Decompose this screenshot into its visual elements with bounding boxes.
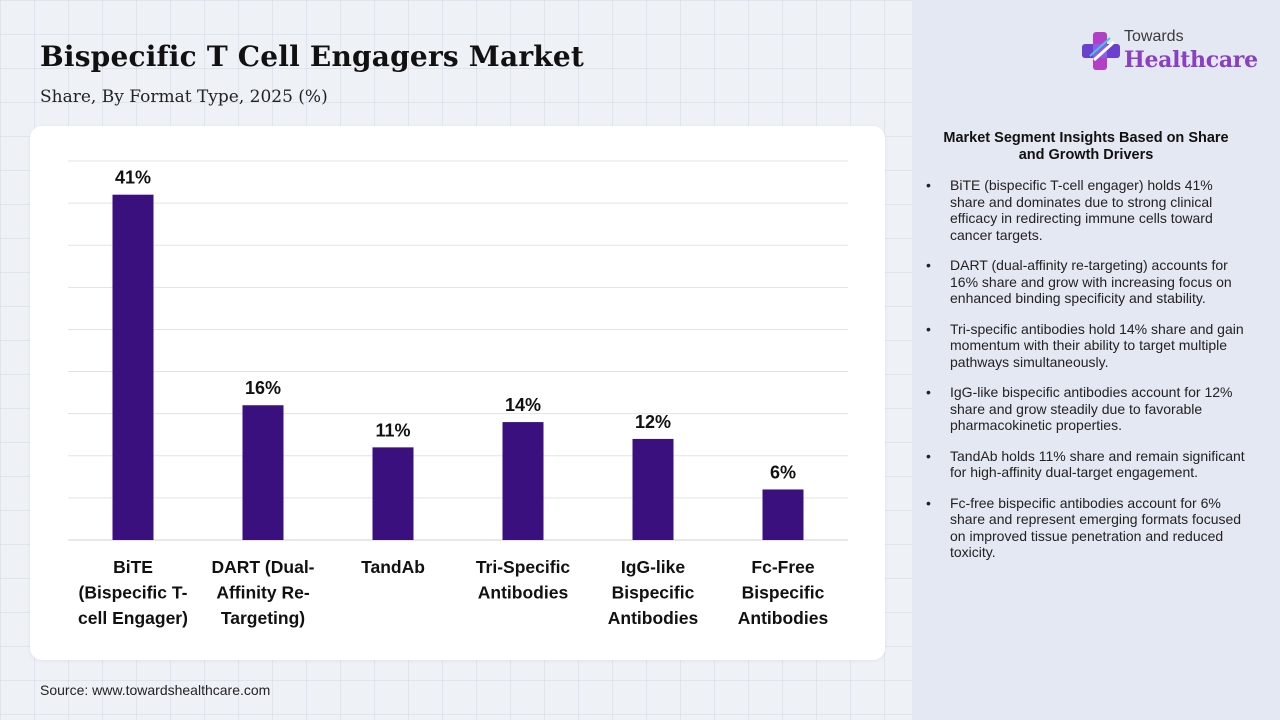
category-label-line: DART (Dual- xyxy=(211,557,314,577)
insight-text: TandAb holds 11% share and remain signif… xyxy=(950,447,1245,481)
category-label: Fc-Free Bispecific Antibodies xyxy=(738,557,829,628)
category-label-line: Targeting) xyxy=(221,608,305,628)
category-label-line: Bispecific xyxy=(612,583,695,603)
bar-chart: 41% 16% 11% 14% 12% 6% BiTE (Bispecific T-cell… xyxy=(68,160,848,628)
bar xyxy=(632,438,674,540)
page-subtitle: Share, By Format Type, 2025 (%) xyxy=(40,87,328,107)
insights-title: Market Segment Insights Based on Share a… xyxy=(943,130,1229,163)
data-label: 41% xyxy=(115,168,151,188)
category-label: DART (Dual- Affinity Re- Targeting) xyxy=(211,557,314,628)
insight-text: Fc-free bispecific antibodies account fo… xyxy=(950,494,1242,561)
bullet-icon: • xyxy=(926,177,931,193)
bullet-icon: • xyxy=(926,320,931,337)
insight-item: • BiTE (bispecific T-cell engager) holds … xyxy=(926,177,1246,243)
insight-item: • Tri-specific antibodies hold 14% share … xyxy=(926,321,1246,371)
bar xyxy=(112,194,154,540)
category-label-line: Bispecific xyxy=(742,583,825,603)
bullet-icon: • xyxy=(926,257,931,273)
insight-item: • Fc-free bispecific antibodies account f… xyxy=(926,495,1246,561)
chart-card: 41% 16% 11% 14% 12% 6% BiTE (Bispecific T-cell… xyxy=(30,126,885,660)
insight-text: IgG-like bispecific antibodies account f… xyxy=(950,384,1233,433)
category-label-line: Antibodies xyxy=(478,583,569,603)
insights-panel xyxy=(912,0,1280,720)
data-label: 12% xyxy=(635,412,671,432)
category-label-line: IgG-like xyxy=(621,557,685,577)
insight-text: DART (dual-affinity re-targeting) accoun… xyxy=(950,257,1232,306)
insight-item: • IgG-like bispecific antibodies account … xyxy=(926,384,1246,434)
category-label: IgG-like Bispecific Antibodies xyxy=(608,557,699,628)
category-label-line: cell Engager) xyxy=(78,608,188,628)
category-label: Tri-Specific Antibodies xyxy=(476,557,571,603)
category-label-line: Affinity Re- xyxy=(216,583,310,603)
data-label: 11% xyxy=(375,420,410,440)
bullet-icon: • xyxy=(926,494,931,511)
category-label-line: (Bispecific T- xyxy=(79,583,188,603)
data-label: 6% xyxy=(770,462,796,482)
insight-item: • DART (dual-affinity re-targeting) accou… xyxy=(926,257,1246,307)
category-label: BiTE (Bispecific T-cell Engager) xyxy=(78,557,188,628)
insight-text: Tri-specific antibodies hold 14% share a… xyxy=(950,320,1244,370)
logo-text-top: Towards xyxy=(1124,28,1184,45)
category-label-line: Antibodies xyxy=(738,608,829,628)
insight-item: • TandAb holds 11% share and remain signi… xyxy=(926,448,1246,481)
source-note: Source: www.towardshealthcare.com xyxy=(40,682,271,698)
data-label: 16% xyxy=(245,378,281,398)
bar xyxy=(242,405,284,540)
page-title: Bispecific T Cell Engagers Market xyxy=(40,40,585,73)
category-label-line: Fc-Free xyxy=(751,557,814,577)
category-label-line: TandAb xyxy=(361,557,425,577)
bullet-icon: • xyxy=(926,384,931,400)
bar xyxy=(762,489,804,540)
logo-text-main: Healthcare xyxy=(1124,47,1258,73)
insight-text: BiTE (bispecific T-cell engager) holds 4… xyxy=(950,177,1213,243)
category-label-line: Tri-Specific xyxy=(476,557,571,577)
data-label: 14% xyxy=(505,395,541,415)
brand-logo: Towards Healthcare xyxy=(1080,28,1258,78)
medical-cross-icon xyxy=(1082,32,1120,70)
insights-list: • BiTE (bispecific T-cell engager) holds … xyxy=(926,177,1246,575)
category-label: TandAb xyxy=(361,557,425,577)
bar xyxy=(502,422,544,540)
bar xyxy=(372,447,414,540)
category-label-line: Antibodies xyxy=(608,608,699,628)
bullet-icon: • xyxy=(926,447,931,464)
category-label-line: BiTE xyxy=(113,557,153,577)
